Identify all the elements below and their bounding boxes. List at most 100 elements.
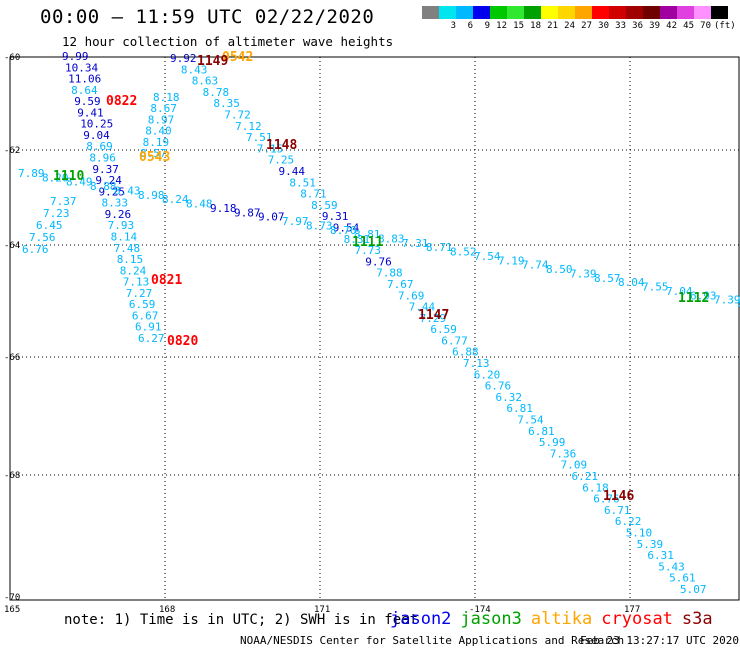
longitude-label: 168	[159, 605, 175, 615]
scale-label: 70	[700, 21, 711, 31]
wave-height-value: 9.54	[333, 222, 360, 235]
scale-label: 21	[547, 21, 558, 31]
wave-height-value: 8.57	[594, 272, 621, 285]
wave-height-value: 9.99	[62, 50, 89, 63]
wave-height-value: 7.04	[666, 285, 693, 298]
wave-height-value: 8.71	[300, 188, 327, 201]
wave-height-value: 8.78	[203, 86, 230, 99]
scale-label: 24	[564, 21, 575, 31]
wave-height-value: 6.81	[506, 402, 533, 415]
longitude-label: 165	[4, 605, 20, 615]
wave-height-value: 5.61	[669, 572, 696, 585]
wave-height-value: 9.87	[234, 206, 261, 219]
map-ticks: -60 -62 -64 -66 -68 -70 165 168 171 -174 177	[4, 53, 640, 615]
wave-height-value: 8.40	[145, 125, 172, 138]
wave-height-value: 8.63	[192, 75, 219, 88]
scale-label: 3	[450, 21, 456, 31]
satellite-s3a: s3a	[681, 609, 713, 629]
pass-time-label: 0542	[222, 50, 253, 65]
latitude-label: -60	[4, 53, 20, 63]
scale-label: 33	[615, 21, 626, 31]
wave-height-value: 8.33	[102, 197, 129, 210]
wave-height-value: 8.69	[86, 140, 113, 153]
pass-time-label: 1148	[266, 138, 297, 153]
scale-label: 18	[530, 21, 541, 31]
wave-height-value: 6.93	[690, 289, 717, 302]
wave-height-value: 7.25	[268, 154, 295, 167]
wave-height-value: 9.37	[92, 163, 119, 176]
wave-height-value: 5.99	[539, 436, 566, 449]
scale-swatch: 45	[677, 6, 694, 31]
wave-height-value: 8.43	[181, 63, 208, 76]
wave-height-value: 8.67	[150, 102, 177, 115]
wave-height-value: 7.69	[398, 289, 425, 302]
wave-height-value: 7.97	[282, 215, 309, 228]
wave-height-value: 9.26	[105, 208, 132, 221]
wave-height-value: 9.07	[258, 211, 285, 224]
longitude-label: 177	[624, 605, 640, 615]
wave-height-value: 8.31	[344, 233, 371, 246]
wave-height-value: 8.50	[546, 263, 573, 276]
wave-height-color-scale: 3 6 9 12 15 18 21 24 27 30 33 36 39 42 45 70	[422, 6, 728, 31]
wave-height-value: 8.48	[186, 198, 213, 211]
wave-height-value: 8.57	[140, 147, 167, 160]
scale-swatch: 30	[592, 6, 609, 31]
wave-height-value: 7.51	[246, 131, 273, 144]
satellite-legend: jason2 jason3 altika cryosat s3a	[390, 609, 713, 629]
wave-height-value: 8.15	[117, 253, 144, 266]
scale-swatch: 12	[490, 6, 507, 31]
map-frame	[9, 56, 740, 601]
wave-height-value: 9.76	[365, 255, 392, 268]
scale-swatch: 42	[660, 6, 677, 31]
scale-swatch: 36	[626, 6, 643, 31]
wave-height-value: 7.74	[522, 259, 549, 272]
wave-height-value: 8.71	[426, 241, 453, 254]
scale-label: 39	[649, 21, 660, 31]
wave-height-value: 8.49	[66, 176, 93, 189]
wave-height-value: 6.76	[22, 243, 49, 256]
pass-time-label: 0822	[106, 94, 137, 109]
credit-line: NOAA/NESDIS Center for Satellite Applica…	[240, 634, 625, 647]
wave-height-value: 8.14	[111, 231, 138, 244]
scale-unit-label: (ft)	[714, 21, 736, 31]
wave-height-value: 8.19	[143, 136, 170, 149]
footer-note: note: 1) Time is in UTC; 2) SWH is in fe…	[64, 612, 419, 628]
latitude-label: -64	[4, 241, 20, 251]
wave-height-value: 8.64	[71, 84, 98, 97]
scale-label: 42	[666, 21, 677, 31]
wave-height-value: 7.55	[642, 281, 669, 294]
scale-label: 6	[467, 21, 473, 31]
wave-height-value: 5.39	[637, 538, 664, 551]
scale-label: 30	[598, 21, 609, 31]
wave-height-value: 8.88	[90, 180, 117, 193]
wave-height-value: 7.13	[123, 276, 150, 289]
wave-height-value: 11.06	[68, 73, 101, 86]
wave-height-value: 5.10	[626, 527, 653, 540]
wave-height-value: 7.67	[387, 278, 414, 291]
scale-swatch: 33	[609, 6, 626, 31]
wave-height-value: 6.91	[135, 321, 162, 334]
wave-height-value: 8.43	[114, 185, 141, 198]
scale-swatch: 9	[473, 6, 490, 31]
wave-height-value: 7.15	[257, 142, 284, 155]
wave-height-value: 9.44	[279, 165, 306, 178]
pass-time-label: 0543	[139, 150, 170, 165]
satellite-jason3: jason3	[460, 609, 522, 629]
scale-swatch: 6	[456, 6, 473, 31]
wave-height-value: 9.24	[95, 174, 122, 187]
scale-label: 15	[513, 21, 524, 31]
wave-height-value: 7.56	[29, 231, 56, 244]
wave-height-value: 6.59	[129, 298, 156, 311]
scale-swatch: 18	[524, 6, 541, 31]
latitude-label: -68	[4, 471, 20, 481]
scale-swatch: 39	[643, 6, 660, 31]
wave-height-value: 10.34	[65, 61, 98, 74]
wave-height-value: 7.09	[561, 459, 588, 472]
wave-height-value: 6.81	[528, 425, 555, 438]
wave-height-value: 6.77	[441, 334, 468, 347]
map-title: 00:00 – 11:59 UTC 02/22/2020	[40, 6, 375, 28]
wave-height-value: 6.20	[474, 368, 501, 381]
wave-height-value: 7.12	[235, 120, 262, 133]
